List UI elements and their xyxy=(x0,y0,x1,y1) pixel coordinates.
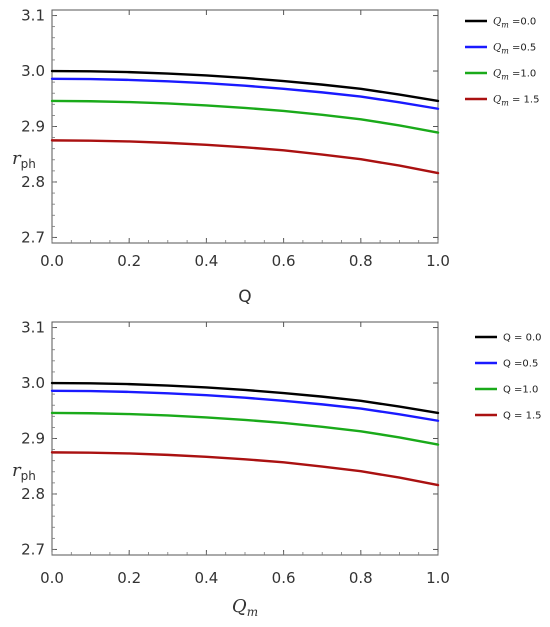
legend-label-1: Q =0.5 xyxy=(503,359,538,370)
legend-label-3: Q = 1.5 xyxy=(503,411,542,422)
x-axis-label: Q xyxy=(238,287,251,307)
y-tick-label: 2.7 xyxy=(21,228,45,246)
x-tick-label: 0.2 xyxy=(117,252,141,270)
series-line-1 xyxy=(50,77,440,110)
series-line-2 xyxy=(50,411,440,446)
x-tick-label: 0.4 xyxy=(194,569,218,587)
plot-frame xyxy=(51,321,439,556)
plot-frame xyxy=(51,9,439,244)
series-line-0 xyxy=(50,69,440,103)
x-axis-label: Qm xyxy=(232,596,258,619)
y-tick-label: 2.9 xyxy=(21,118,45,136)
series-line-1 xyxy=(50,389,440,422)
y-axis-label: rph xyxy=(12,460,36,483)
y-tick-label: 2.7 xyxy=(21,540,45,558)
legend-label-3: Qm = 1.5 xyxy=(493,95,539,108)
x-tick-label: 0.6 xyxy=(272,569,296,587)
x-tick-label: 0.2 xyxy=(117,569,141,587)
series-line-3 xyxy=(50,139,440,175)
legend-label-0: Q = 0.0 xyxy=(503,333,542,344)
y-tick-label: 3.1 xyxy=(21,319,45,337)
y-tick-label: 3.0 xyxy=(21,374,45,392)
y-axis-label: rph xyxy=(12,148,36,171)
x-tick-label: 0.8 xyxy=(349,252,373,270)
y-tick-label: 3.0 xyxy=(21,62,45,80)
y-tick-label: 2.8 xyxy=(21,173,45,191)
x-tick-label: 0.0 xyxy=(40,252,64,270)
legend-label-2: Q =1.0 xyxy=(503,385,538,396)
legend-label-0: Qm =0.0 xyxy=(493,17,536,30)
x-tick-label: 1.0 xyxy=(426,569,450,587)
x-tick-label: 0.6 xyxy=(272,252,296,270)
legend-label-1: Qm =0.5 xyxy=(493,43,536,56)
series-line-0 xyxy=(50,381,440,415)
legend-label-2: Qm =1.0 xyxy=(493,69,536,82)
chart-panel-bottom: 0.0 0.2 0.4 0.6 0.8 1.0 2.7 2.8 2.9 3.0 3.1 Qm rph Q … xyxy=(12,319,542,619)
x-tick-label: 1.0 xyxy=(426,252,450,270)
x-tick-label: 0.8 xyxy=(349,569,373,587)
series-line-2 xyxy=(50,99,440,134)
series-line-3 xyxy=(50,451,440,487)
x-tick-label: 0.4 xyxy=(194,252,218,270)
y-tick-label: 2.8 xyxy=(21,485,45,503)
x-tick-label: 0.0 xyxy=(40,569,64,587)
y-tick-label: 2.9 xyxy=(21,430,45,448)
y-tick-label: 3.1 xyxy=(21,7,45,25)
